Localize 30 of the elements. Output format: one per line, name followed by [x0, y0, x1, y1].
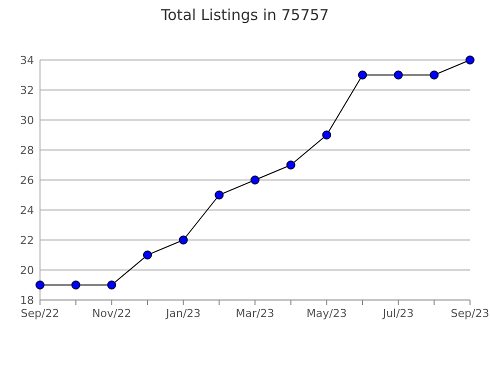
- y-tick-label: 18: [20, 294, 34, 307]
- x-tick-label: May/23: [306, 307, 347, 320]
- x-tick-label: Nov/22: [92, 307, 132, 320]
- y-tick-label: 28: [20, 144, 34, 157]
- x-tick-label: Sep/22: [20, 307, 60, 320]
- x-tick-label: Sep/23: [450, 307, 490, 320]
- point: [394, 70, 403, 80]
- point: [466, 56, 474, 64]
- y-tick-label: 22: [20, 234, 34, 247]
- y-tick-label: 30: [20, 114, 34, 127]
- y-tick-label: 32: [20, 84, 34, 97]
- point: [71, 280, 80, 290]
- y-tick-label: 20: [20, 264, 34, 277]
- point: [107, 280, 116, 290]
- y-tick-label: 34: [20, 54, 34, 67]
- point: [214, 190, 224, 200]
- y-tick-label: 26: [20, 174, 34, 187]
- point: [286, 160, 296, 170]
- point: [358, 70, 367, 80]
- point: [178, 236, 188, 244]
- chart-title: Total Listings in 75757: [160, 6, 329, 24]
- x-tick-label: Jul/23: [382, 307, 414, 320]
- x-tick-label: Jan/23: [164, 307, 201, 320]
- point: [143, 250, 152, 260]
- point: [36, 280, 44, 290]
- x-tick-label: Mar/23: [236, 307, 274, 320]
- y-tick-label: 24: [20, 204, 34, 217]
- point: [322, 130, 332, 140]
- point: [250, 176, 260, 184]
- point: [430, 70, 439, 80]
